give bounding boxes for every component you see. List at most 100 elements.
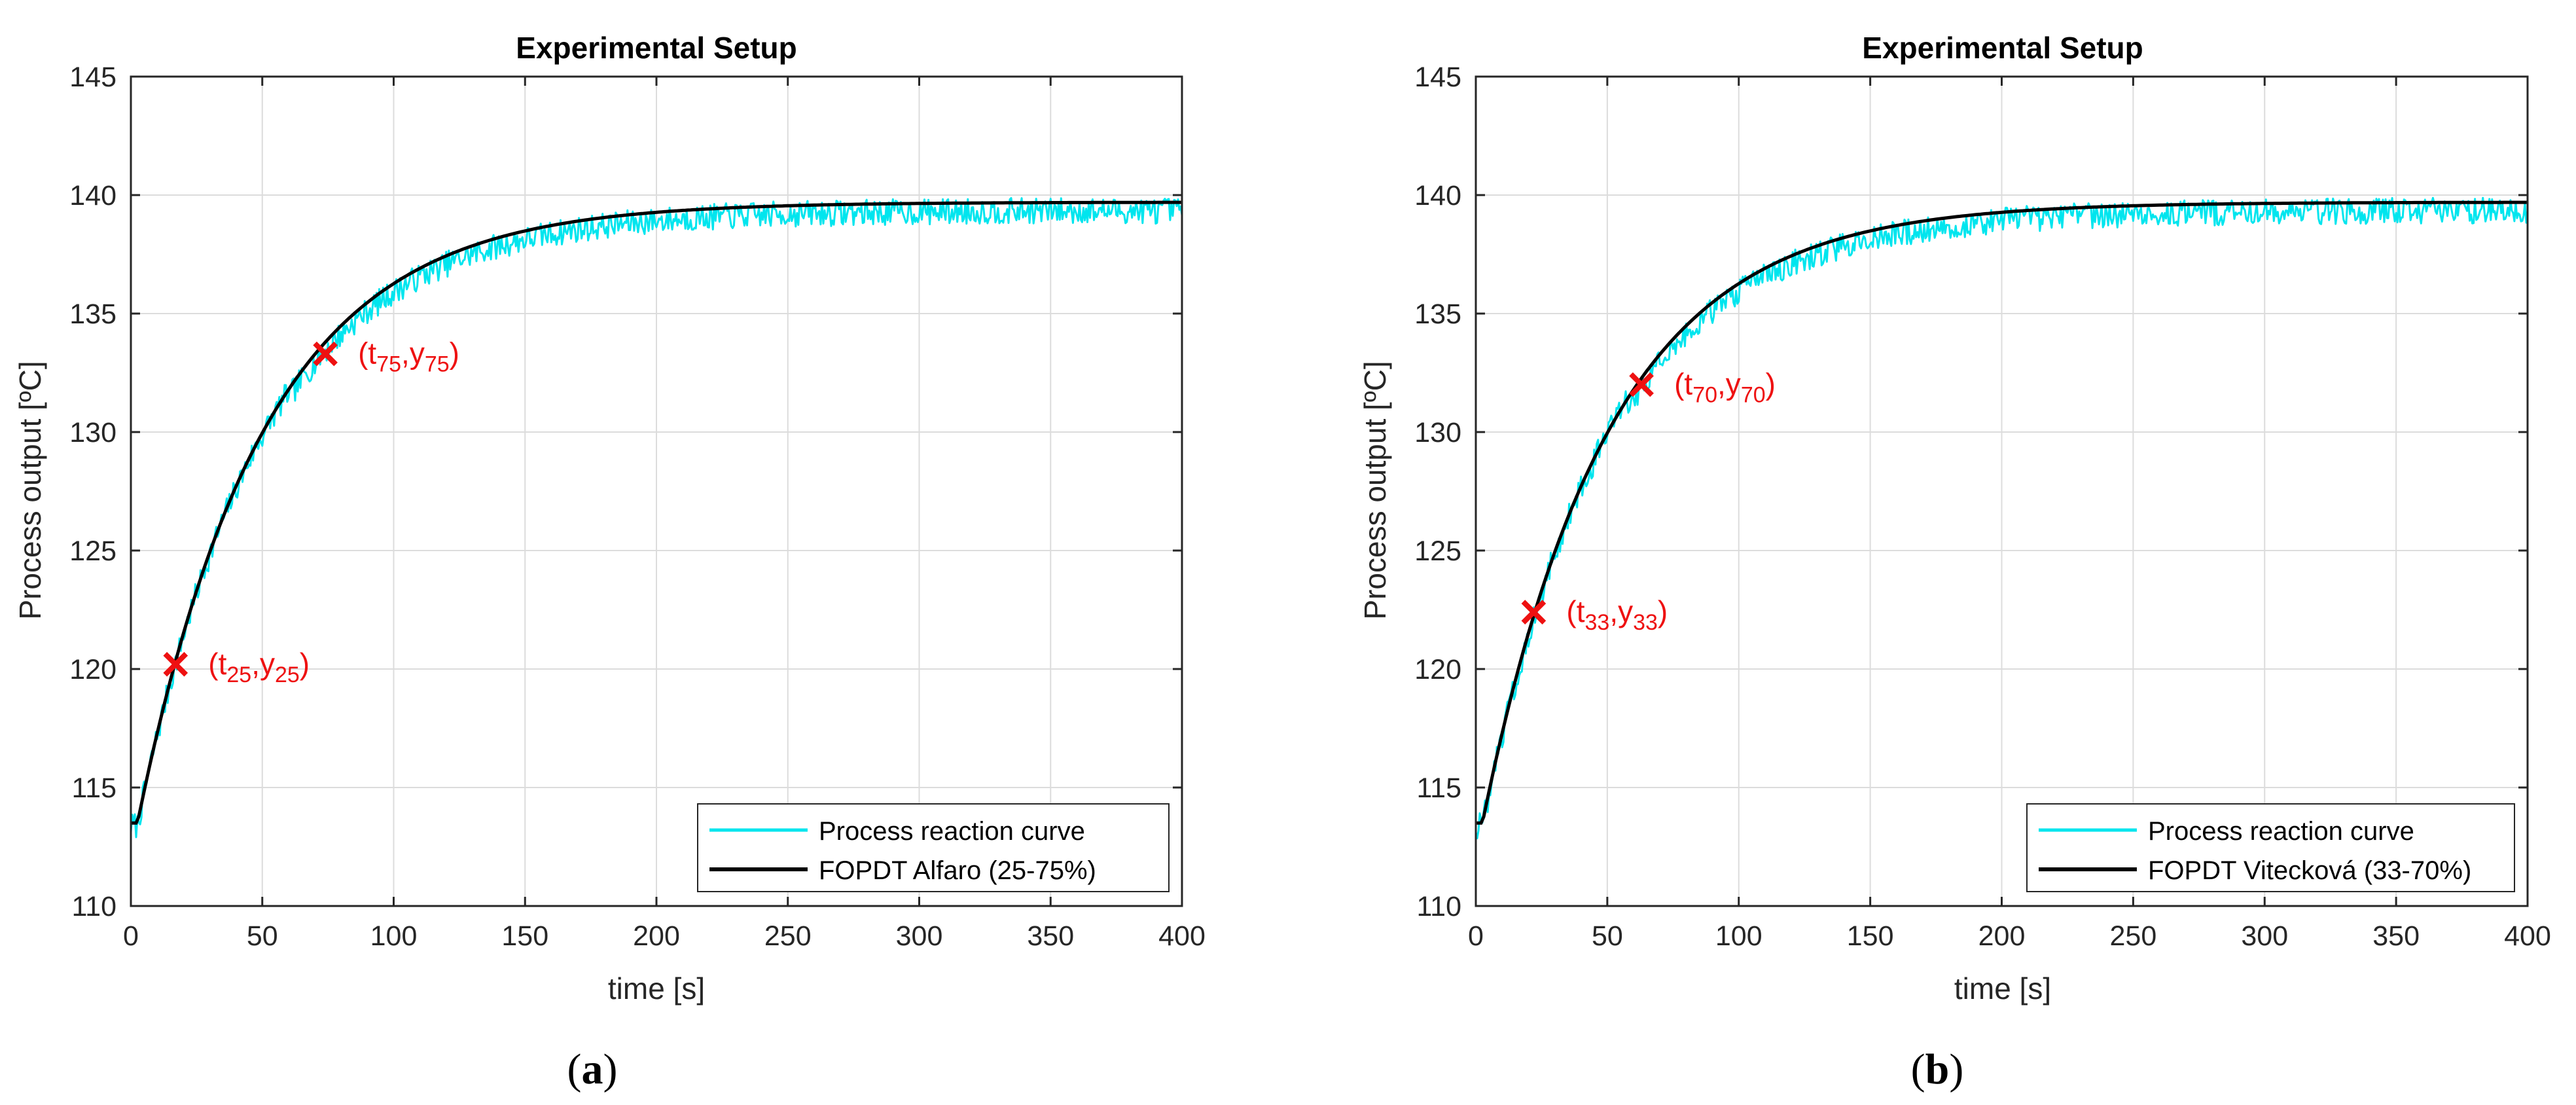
label-sub-y: 33 xyxy=(1633,610,1658,635)
x-tick-label: 150 xyxy=(1847,920,1894,952)
panel-label: (b) xyxy=(1911,1045,1964,1093)
label-sub-t: 25 xyxy=(226,662,251,687)
y-tick-label: 120 xyxy=(1414,654,1461,685)
panel-letter: a xyxy=(582,1045,603,1093)
y-tick-label: 120 xyxy=(69,654,116,685)
y-tick-label: 130 xyxy=(1414,417,1461,448)
x-tick-label: 0 xyxy=(123,920,139,952)
key-point-marker xyxy=(313,341,338,367)
axis-ticks: 0 50 100 150 200 250 300 350 400 110 115 120 125 130 1… xyxy=(69,62,1206,952)
legend: Process reaction curve FOPDT Vitecková (3… xyxy=(2026,803,2515,892)
legend-entry: Process reaction curve xyxy=(2148,817,2414,846)
grid-lines xyxy=(130,76,1183,907)
label-close: ) xyxy=(300,647,310,681)
key-points: (t33,y33)(t70,y70) xyxy=(1521,367,1776,635)
legend-box xyxy=(697,803,1170,892)
svg-text:(b): (b) xyxy=(1911,1045,1964,1093)
label-open: (t xyxy=(1566,594,1584,628)
legend: Process reaction curve FOPDT Alfaro (25-7… xyxy=(697,803,1170,892)
label-sub-t: 70 xyxy=(1692,383,1717,408)
x-tick-label: 150 xyxy=(501,920,548,952)
legend-box xyxy=(2026,803,2515,892)
label-close: ) xyxy=(1658,594,1668,628)
marker-stroke xyxy=(1629,372,1654,397)
chart-title: Experimental Setup xyxy=(1862,31,2143,65)
label-open: (t xyxy=(208,647,226,681)
key-point-marker xyxy=(1521,600,1547,625)
key-point-label: (t70,y70) xyxy=(1674,367,1776,408)
grid-lines xyxy=(1475,76,2528,907)
y-axis-label: Process output [ºC] xyxy=(1358,361,1392,619)
y-tick-label: 130 xyxy=(69,417,116,448)
x-tick-label: 350 xyxy=(2372,920,2420,952)
chart-title: Experimental Setup xyxy=(516,31,796,65)
panel-label: (a) xyxy=(567,1045,618,1093)
label-sub-y: 70 xyxy=(1741,383,1766,408)
marker-stroke xyxy=(1521,600,1547,625)
x-tick-label: 0 xyxy=(1468,920,1484,952)
legend-entry: FOPDT Vitecková (33-70%) xyxy=(2148,856,2471,885)
y-tick-label: 125 xyxy=(1414,535,1461,567)
x-tick-label: 350 xyxy=(1027,920,1074,952)
marker-stroke xyxy=(163,651,188,677)
legend-entry: Process reaction curve xyxy=(819,817,1085,846)
fopdt-model-curve xyxy=(131,200,1182,825)
x-tick-label: 250 xyxy=(2110,920,2157,952)
x-axis-label: time [s] xyxy=(608,971,705,1005)
x-tick-label: 400 xyxy=(1158,920,1206,952)
key-point-marker xyxy=(163,651,188,677)
y-tick-label: 145 xyxy=(1414,62,1461,93)
label-sub-y: 75 xyxy=(425,352,450,377)
y-tick-label: 110 xyxy=(1416,891,1461,922)
y-tick-label: 145 xyxy=(69,62,116,93)
key-point-marker xyxy=(1629,372,1654,397)
y-tick-label: 140 xyxy=(69,180,116,211)
y-tick-label: 115 xyxy=(1416,772,1461,804)
x-tick-label: 50 xyxy=(247,920,278,952)
label-mid: ,y xyxy=(1609,594,1633,628)
label-close: ) xyxy=(1766,367,1776,401)
x-tick-label: 400 xyxy=(2504,920,2551,952)
label-mid: ,y xyxy=(1717,367,1741,401)
plot-series xyxy=(130,197,1183,839)
label-mid: ,y xyxy=(401,336,425,371)
axis-ticks: 0 50 100 150 200 250 300 350 400 110 115 120 125 130 1… xyxy=(1414,62,2551,952)
fopdt-model-curve xyxy=(1476,200,2528,825)
y-tick-label: 115 xyxy=(71,772,116,804)
label-open: (t xyxy=(358,336,376,371)
key-points: (t25,y25)(t75,y75) xyxy=(163,336,459,687)
x-tick-label: 250 xyxy=(764,920,812,952)
chart-panel-a: Experimental Setup 0 50 100 150 200 250 300 350… xyxy=(13,31,1206,1093)
chart-panel-b: Experimental Setup 0 50 100 150 200 250 300 350… xyxy=(1358,31,2551,1093)
label-close: ) xyxy=(450,336,459,371)
y-tick-label: 140 xyxy=(1414,180,1461,211)
x-axis-label: time [s] xyxy=(1954,971,2051,1005)
key-point-label: (t25,y25) xyxy=(208,647,310,687)
y-axis-label: Process output [ºC] xyxy=(13,361,47,619)
label-sub-y: 25 xyxy=(275,662,300,687)
panel-letter: b xyxy=(1925,1045,1950,1093)
y-tick-label: 135 xyxy=(1414,299,1461,330)
y-tick-label: 110 xyxy=(71,891,116,922)
label-mid: ,y xyxy=(251,647,275,681)
y-tick-label: 125 xyxy=(69,535,116,567)
x-tick-label: 100 xyxy=(1715,920,1762,952)
svg-text:(a): (a) xyxy=(567,1045,618,1093)
label-sub-t: 75 xyxy=(376,352,401,377)
label-sub-t: 33 xyxy=(1584,610,1609,635)
y-tick-label: 135 xyxy=(69,299,116,330)
plot-series xyxy=(1475,196,2529,840)
key-point-label: (t75,y75) xyxy=(358,336,459,377)
x-tick-label: 50 xyxy=(1592,920,1623,952)
x-tick-label: 100 xyxy=(370,920,418,952)
x-tick-label: 200 xyxy=(1978,920,2026,952)
marker-stroke xyxy=(313,341,338,367)
process-reaction-curve xyxy=(130,197,1183,839)
legend-entry: FOPDT Alfaro (25-75%) xyxy=(819,856,1096,885)
x-tick-label: 200 xyxy=(633,920,680,952)
x-tick-label: 300 xyxy=(2241,920,2288,952)
label-open: (t xyxy=(1674,367,1692,401)
x-tick-label: 300 xyxy=(896,920,943,952)
key-point-label: (t33,y33) xyxy=(1566,594,1668,635)
